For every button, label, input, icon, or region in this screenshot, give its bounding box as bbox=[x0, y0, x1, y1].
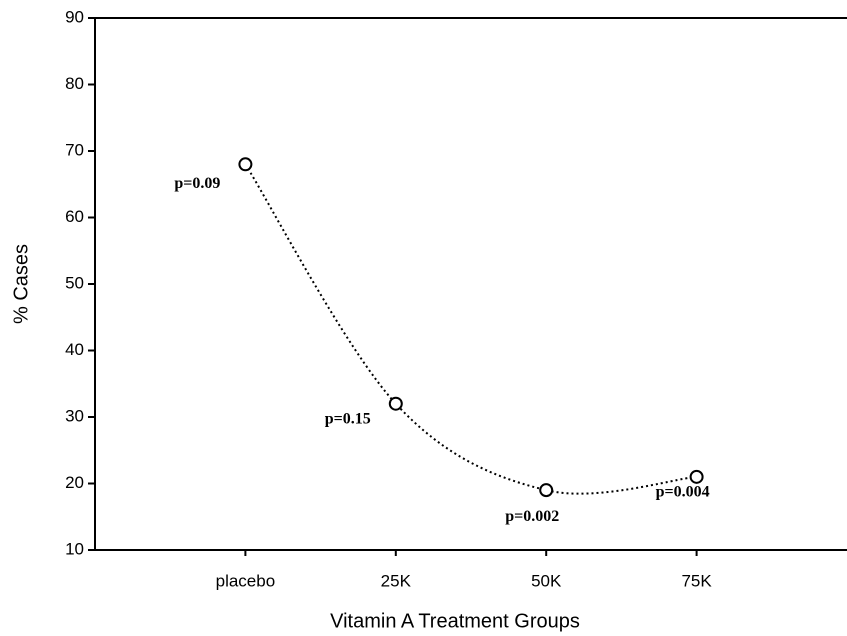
x-tick-label: 25K bbox=[381, 571, 412, 590]
annotation: p=0.15 bbox=[325, 410, 371, 427]
x-tick-label: placebo bbox=[216, 571, 276, 590]
annotation: p=0.004 bbox=[656, 484, 710, 501]
annotation: p=0.09 bbox=[174, 175, 220, 192]
data-line bbox=[244, 163, 697, 495]
y-tick-label: 50 bbox=[65, 273, 84, 292]
y-tick-label: 90 bbox=[65, 7, 84, 26]
data-point bbox=[689, 469, 704, 484]
data-point bbox=[539, 483, 554, 498]
x-axis-label: Vitamin A Treatment Groups bbox=[330, 610, 580, 632]
data-point bbox=[238, 157, 253, 172]
y-axis-label: % Cases bbox=[10, 244, 32, 324]
x-tick-label: 50K bbox=[531, 571, 562, 590]
y-tick-label: 60 bbox=[65, 207, 84, 226]
y-tick-label: 40 bbox=[65, 340, 84, 359]
y-tick-label: 70 bbox=[65, 140, 84, 159]
y-tick-label: 20 bbox=[65, 473, 84, 492]
y-tick-label: 30 bbox=[65, 406, 84, 425]
y-tick-label: 10 bbox=[65, 539, 84, 558]
y-tick-label: 80 bbox=[65, 74, 84, 93]
data-point bbox=[388, 396, 403, 411]
x-tick-label: 75K bbox=[681, 571, 712, 590]
annotation: p=0.002 bbox=[505, 508, 559, 525]
